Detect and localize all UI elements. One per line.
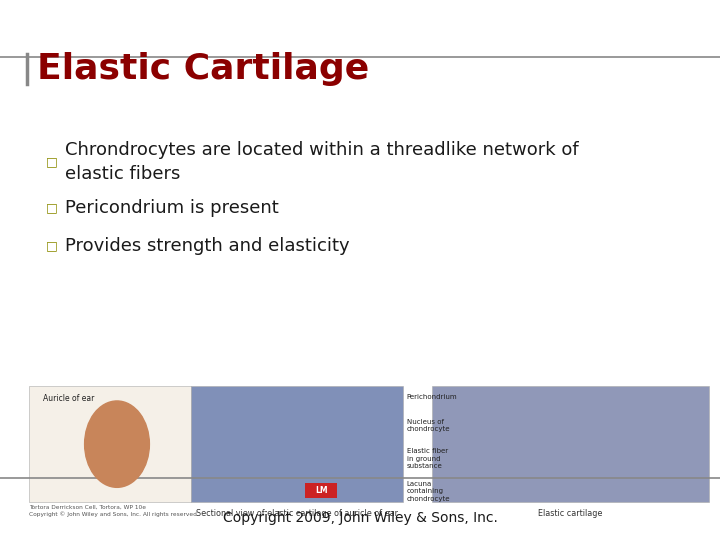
Text: Sectional view of elastic cartilage of auricle of ear: Sectional view of elastic cartilage of a…: [196, 509, 398, 518]
Text: □: □: [46, 156, 58, 168]
Text: Auricle of ear: Auricle of ear: [43, 394, 94, 403]
Text: Lacuna
containing
chondrocyte: Lacuna containing chondrocyte: [407, 481, 450, 502]
Text: Perichondrium: Perichondrium: [407, 394, 457, 400]
Text: Provides strength and elasticity: Provides strength and elasticity: [65, 237, 349, 255]
Text: Elastic fiber
in ground
substance: Elastic fiber in ground substance: [407, 448, 448, 469]
Text: Chrondrocytes are located within a threadlike network of
elastic fibers: Chrondrocytes are located within a threa…: [65, 141, 578, 183]
Ellipse shape: [85, 401, 150, 487]
Bar: [191, 386, 403, 502]
Text: Tortora Derrickson Cell, Tortora, WP 10e
Copyright © John Wiley and Sons, Inc. A: Tortora Derrickson Cell, Tortora, WP 10e…: [29, 505, 199, 517]
Text: Elastic cartilage: Elastic cartilage: [539, 509, 603, 518]
Bar: [29, 386, 191, 502]
Bar: [432, 386, 709, 502]
Text: LM: LM: [315, 487, 328, 495]
Text: Copyright 2009, John Wiley & Sons, Inc.: Copyright 2009, John Wiley & Sons, Inc.: [222, 511, 498, 525]
Text: Elastic Cartilage: Elastic Cartilage: [37, 52, 369, 86]
Text: Nucleus of
chondrocyte: Nucleus of chondrocyte: [407, 418, 450, 432]
Text: □: □: [46, 201, 58, 214]
Text: Pericondrium is present: Pericondrium is present: [65, 199, 279, 217]
Text: □: □: [46, 239, 58, 252]
FancyBboxPatch shape: [305, 483, 337, 498]
